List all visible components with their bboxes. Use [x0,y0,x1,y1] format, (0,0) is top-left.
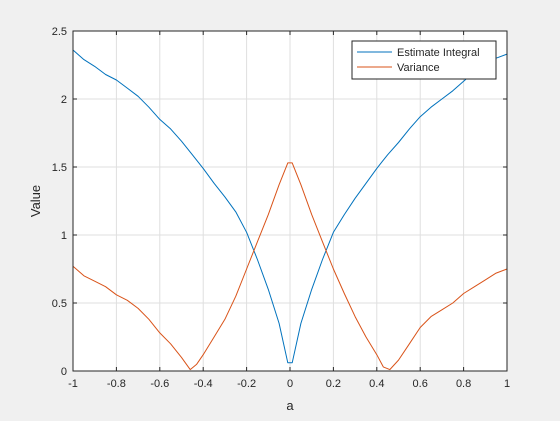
series-line-1 [72,49,508,364]
x-tick-label: -1 [68,378,78,390]
legend-label-2: Variance [397,62,440,74]
x-axis-label: a [286,398,294,413]
x-tick-label: 0.4 [369,378,384,390]
x-tick-label: -0.4 [194,378,213,390]
y-tick-label: 1.5 [52,162,67,174]
legend-label-1: Estimate Integral [397,47,480,59]
ticks: -1 -0.8 -0.6 -0.4 -0.2 0 0.2 0.4 0.6 0.8 1 0 0.5 1 1.5… [52,26,510,390]
x-tick-label: -0.6 [150,378,169,390]
legend-box [351,40,497,80]
y-tick-label: 2 [61,94,67,106]
x-tick-label: 0.8 [456,378,471,390]
x-tick-label: 0 [287,378,293,390]
y-tick-label: 0.5 [52,298,67,310]
series-layer [72,49,508,371]
y-tick-label: 1 [61,230,67,242]
x-tick-label: -0.8 [107,378,126,390]
legend[interactable]: Estimate Integral Variance [351,40,497,80]
x-tick-label: 0.6 [413,378,428,390]
x-tick-label: -0.2 [237,378,256,390]
y-axis-label: Value [28,185,43,217]
series-line-2 [72,162,508,371]
y-tick-label: 2.5 [52,26,67,38]
x-tick-label: 1 [504,378,510,390]
y-tick-label: 0 [61,366,67,378]
x-tick-label: 0.2 [326,378,341,390]
